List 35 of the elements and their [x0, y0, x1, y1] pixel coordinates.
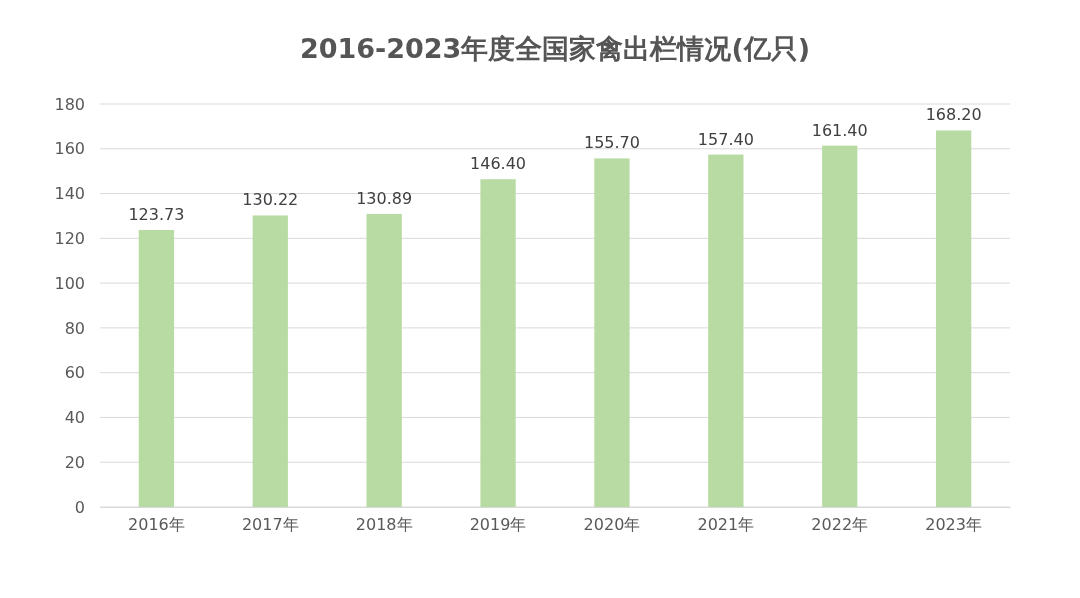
data-label: 130.89 [356, 188, 413, 208]
data-label: 161.40 [811, 120, 868, 140]
x-tick-label: 2020年 [583, 515, 641, 535]
data-label: 168.20 [925, 105, 982, 125]
bar [138, 229, 175, 507]
y-tick-label: 160 [54, 139, 85, 159]
x-tick-label: 2022年 [811, 515, 869, 535]
x-tick-label: 2019年 [469, 515, 527, 535]
x-tick-label: 2021年 [697, 515, 755, 535]
y-tick-label: 100 [54, 273, 85, 293]
data-label: 155.70 [583, 133, 640, 153]
y-tick-label: 60 [64, 363, 85, 383]
chart-title: 2016-2023年度全国家禽出栏情况(亿只) [299, 33, 811, 64]
bar [822, 145, 858, 507]
y-tick-label: 180 [54, 94, 85, 114]
data-label: 157.40 [697, 129, 754, 149]
x-tick-label: 2018年 [355, 515, 413, 535]
y-tick-label: 120 [54, 228, 85, 248]
x-tick-label: 2016年 [128, 515, 185, 535]
bar [252, 215, 288, 507]
bar [480, 179, 516, 507]
y-tick-label: 20 [64, 452, 85, 472]
data-label: 123.73 [128, 204, 185, 224]
y-tick-label: 40 [64, 408, 85, 428]
y-tick-label: 0 [74, 497, 85, 517]
bar [708, 154, 744, 507]
x-tick-label: 2023年 [925, 515, 982, 535]
data-label: 130.22 [242, 190, 299, 210]
y-tick-label: 140 [54, 184, 85, 204]
data-label: 146.40 [470, 154, 527, 174]
bar [366, 213, 402, 507]
x-tick-label: 2017年 [241, 515, 299, 535]
y-tick-label: 80 [64, 318, 85, 338]
bar [594, 158, 630, 507]
bar [935, 130, 972, 507]
